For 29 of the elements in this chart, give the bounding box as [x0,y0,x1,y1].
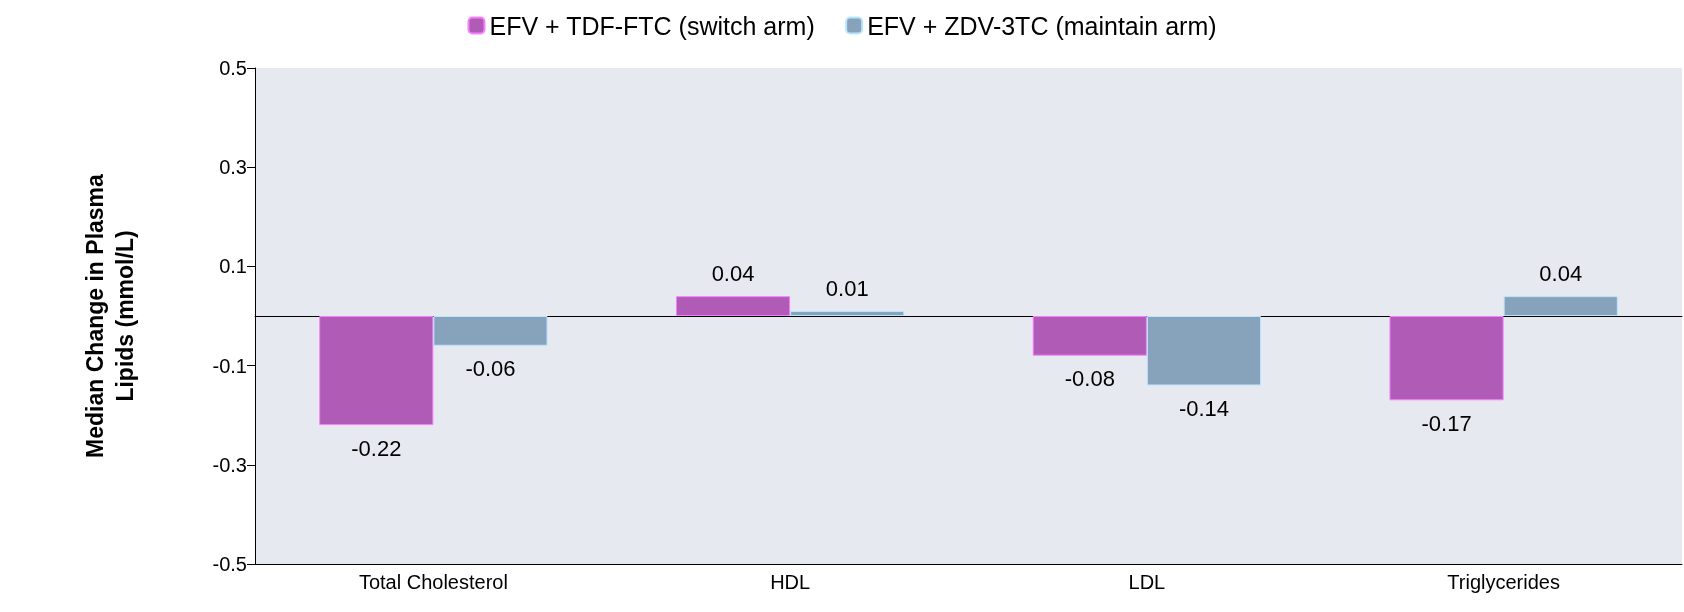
bar [1503,296,1618,316]
data-label: -0.08 [1064,366,1115,392]
bar [319,316,434,426]
bar [675,296,791,316]
x-tick-label: HDL [770,571,811,593]
data-label: 0.01 [825,275,869,301]
y-tick-label: -0.3 [212,453,247,476]
y-tick-label: -0.1 [212,354,247,377]
y-axis-title: Median Change in Plasma Lipids (mmol/L) [82,173,138,458]
bar [790,311,905,316]
data-label: 0.04 [711,260,755,286]
data-label: -0.17 [1421,410,1472,436]
x-tick-label: Triglycerides [1447,571,1560,593]
x-tick-label: LDL [1128,571,1166,593]
bar [433,316,548,346]
x-tick-label: Total Cholesterol [358,571,508,593]
y-tick-label: 0.3 [219,156,247,179]
bar [1146,316,1262,386]
data-label: -0.22 [351,435,402,461]
data-label: -0.14 [1178,395,1230,421]
y-tick-label: 0.5 [219,57,247,79]
bar [1389,316,1504,401]
bar [1032,316,1147,356]
data-label: -0.06 [465,356,516,382]
y-tick-label: -0.5 [212,553,247,575]
legend-label: EFV + ZDV-3TC (maintain arm) [867,11,1217,40]
y-tick-label: 0.1 [219,255,247,278]
legend-label: EFV + TDF-FTC (switch arm) [489,11,815,40]
data-label: 0.04 [1539,260,1583,286]
